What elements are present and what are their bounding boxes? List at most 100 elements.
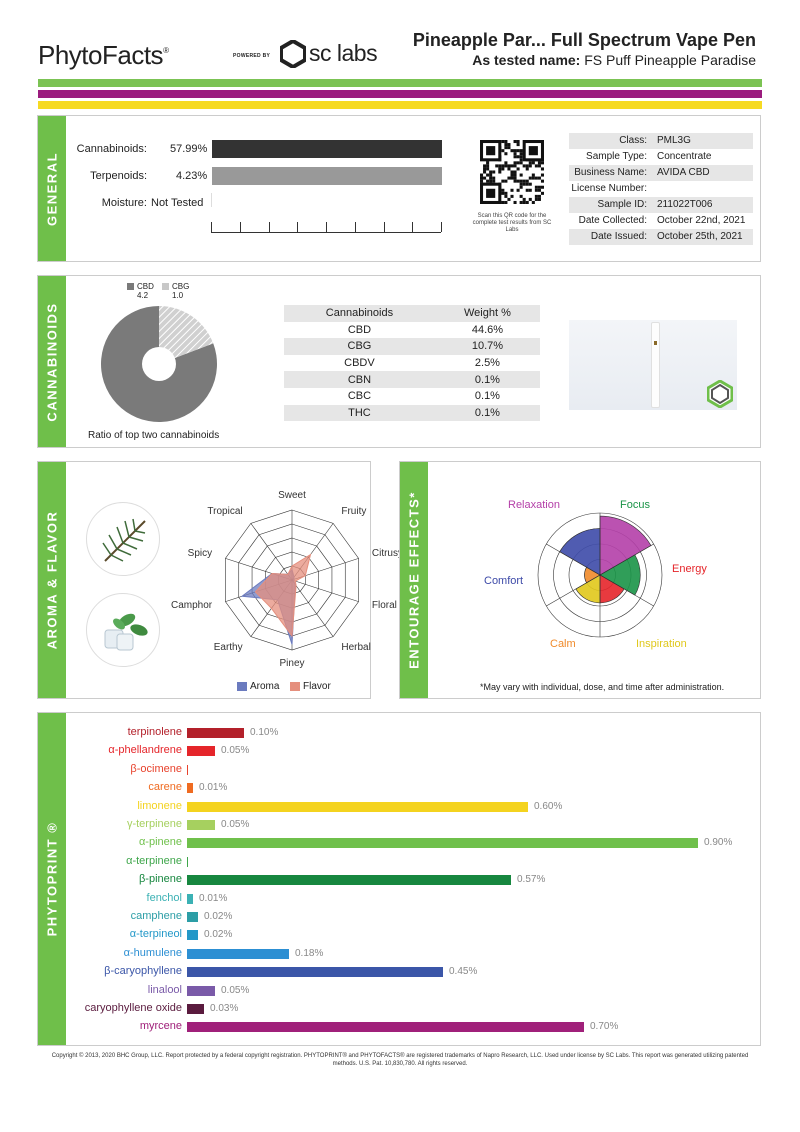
- terpene-bar: [187, 820, 215, 830]
- phytoprint-tab: PHYTOPRINT ®: [38, 713, 66, 1045]
- terpene-bar: [187, 764, 188, 775]
- cannabinoid-ratio-donut: [101, 306, 218, 422]
- cannabinoid-weight: 44.6%: [471, 323, 504, 336]
- axis-tick: [354, 222, 356, 232]
- cannabinoids-label: Cannabinoids:: [76, 143, 147, 155]
- table-row: THC 0.1%: [284, 404, 540, 422]
- axis-tick: [239, 222, 241, 232]
- axis-tick: [326, 222, 327, 232]
- entourage-effects-tab: ENTOURAGE EFFECTS*: [400, 462, 428, 698]
- terpene-bar: [187, 948, 289, 959]
- terpene-bar: [187, 1004, 204, 1014]
- table-row: CBD 44.6%: [284, 322, 540, 339]
- terpene-value: 0.03%: [210, 1003, 239, 1014]
- comfort-wedge: [559, 528, 601, 576]
- pine-branch-icon: [86, 502, 160, 576]
- product-title: Pineapple Par... Full Spectrum Vape Pen: [412, 30, 756, 50]
- cannabinoid-name: CBC: [347, 390, 372, 403]
- terpene-name: α-terpineol: [129, 928, 182, 941]
- terpene-bar: [187, 875, 511, 886]
- aroma-legend-label: Aroma: [250, 681, 280, 692]
- vape-pen-image: [651, 322, 660, 408]
- table-row: CBN 0.1%: [284, 371, 540, 388]
- table-header: Weight %: [464, 307, 511, 320]
- terpene-name: β-pinene: [138, 873, 182, 886]
- table-header: Cannabinoids: [325, 307, 394, 320]
- info-key: Sample ID:: [597, 199, 647, 210]
- sample-info-row: Class: PML3G: [569, 133, 753, 149]
- info-value: October 22nd, 2021: [657, 215, 746, 226]
- terpene-bar: [187, 967, 443, 978]
- green-stripe: [38, 79, 762, 87]
- radar-axis-label: Floral: [371, 599, 397, 611]
- cannabinoid-weight: 2.5%: [474, 357, 500, 370]
- terpene-name: α-pinene: [138, 836, 182, 849]
- cannabinoids-tab: CANNABINOIDS: [38, 276, 66, 447]
- terpene-value: 0.01%: [199, 782, 228, 794]
- terpene-name: caryophyllene oxide: [84, 1002, 182, 1014]
- info-key: Business Name:: [574, 167, 647, 178]
- moisture-bar: [211, 193, 212, 207]
- terpene-value: 0.01%: [199, 892, 228, 904]
- cannabinoids-bar: [212, 140, 442, 158]
- terpene-value: 0.02%: [204, 911, 233, 922]
- terpene-name: carene: [148, 781, 182, 794]
- radar-axis-label: Citrusy: [371, 548, 403, 560]
- aroma-flavor-tab: AROMA & FLAVOR: [38, 462, 66, 698]
- cannabinoid-weight: 0.1%: [474, 390, 500, 403]
- axis-tick: [412, 222, 414, 232]
- info-value: 211022T006: [657, 199, 713, 210]
- terpene-name: β-ocimene: [130, 762, 182, 775]
- axis-tick: [441, 222, 442, 232]
- purple-stripe: [38, 90, 762, 98]
- axis-tick: [211, 222, 212, 232]
- moisture-label: Moisture:: [101, 197, 147, 209]
- terpene-bar: [187, 930, 198, 941]
- sample-info-row: Business Name: AVIDA CBD: [569, 165, 753, 181]
- moisture-value: Not Tested: [151, 197, 204, 209]
- cannabinoid-name: CBG: [347, 340, 372, 353]
- terpene-bar: [187, 838, 698, 849]
- info-value: [651, 181, 753, 197]
- terpene-name: linalool: [147, 983, 182, 996]
- sample-info-row: Date Collected: October 22nd, 2021: [569, 213, 753, 229]
- axis-tick: [297, 222, 299, 232]
- radar-axis-label: Herbal: [341, 641, 371, 653]
- info-key: Date Issued:: [590, 231, 647, 242]
- effect-label: Inspiration: [636, 638, 687, 650]
- cbg-legend-swatch: [162, 283, 169, 290]
- table-row: CBG 10.7%: [284, 338, 540, 355]
- terpene-bar: [187, 783, 193, 794]
- info-key: Class:: [619, 135, 647, 146]
- cbg-slice: [159, 306, 214, 364]
- effects-footnote: *May vary with individual, dose, and tim…: [480, 682, 725, 692]
- radar-axis-label: Fruity: [341, 506, 367, 518]
- flavor-legend-swatch: [290, 682, 300, 691]
- terpene-value: 0.70%: [590, 1021, 619, 1033]
- cannabinoids-value: 57.99%: [170, 143, 208, 155]
- terpene-value: 0.90%: [704, 837, 733, 849]
- sample-info-row: License Number:: [569, 181, 753, 197]
- sample-info-table: Class: PML3G Sample Type: Concentrate Busine…: [569, 133, 753, 245]
- cannabinoid-name: CBDV: [344, 357, 375, 370]
- phytoprint-panel: PHYTOPRINT ®: [37, 712, 761, 1046]
- terpene-value: 0.02%: [204, 929, 233, 941]
- terpenoids-bar: [212, 167, 442, 185]
- powered-by-label: POWERED BY: [233, 53, 271, 59]
- cannabinoid-weight: 0.1%: [474, 373, 500, 386]
- pie-caption: Ratio of top two cannabinoids: [88, 430, 220, 441]
- cannabinoid-table: Cannabinoids Weight % CBD 44.6% CBG 10.7% CBD…: [284, 305, 540, 422]
- effect-label: Calm: [550, 638, 576, 650]
- cannabinoid-weight: 0.1%: [474, 406, 500, 419]
- terpene-name: α-phellandrene: [108, 744, 182, 757]
- aroma-flavor-panel: AROMA & FLAVOR: [37, 461, 371, 699]
- terpene-value: 0.05%: [221, 819, 250, 830]
- cbd-legend-label: CBD 4.2: [137, 282, 154, 300]
- radar-axis-label: Spicy: [187, 548, 213, 560]
- yellow-stripe: [38, 101, 762, 109]
- qr-code-icon[interactable]: [480, 140, 544, 204]
- tested-name: As tested name: FS Puff Pineapple Paradi…: [472, 52, 756, 68]
- cbg-legend-label: CBG 1.0: [172, 282, 190, 300]
- phytofacts-logo: PhytoFacts®: [38, 40, 169, 70]
- sample-info-row: Sample ID: 211022T006: [569, 197, 753, 213]
